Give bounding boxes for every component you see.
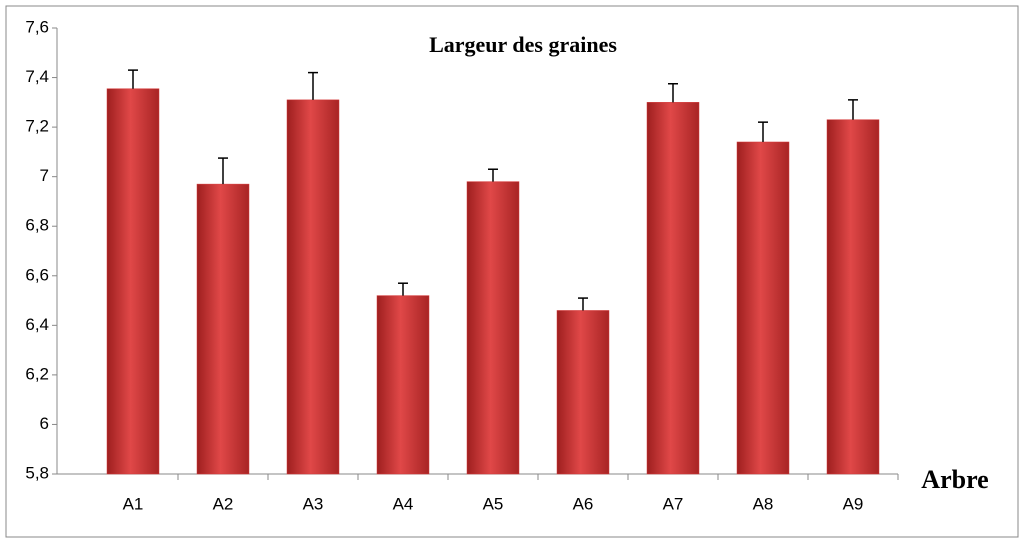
x-tick-label: A3 [303,494,324,513]
y-tick-label: 6,6 [25,265,49,284]
y-tick-label: 6,8 [25,216,49,235]
y-tick-label: 6 [40,414,49,433]
bar [736,141,790,475]
x-tick-label: A8 [753,494,774,513]
y-tick-label: 7 [40,166,49,185]
x-tick-label: A4 [393,494,414,513]
bar [196,183,250,475]
bar [826,119,880,475]
bar [376,295,430,475]
x-tick-label: A1 [123,494,144,513]
bar [286,99,340,475]
x-tick-label: A9 [843,494,864,513]
x-tick-label: A7 [663,494,684,513]
bar [106,88,160,475]
x-tick-label: A5 [483,494,504,513]
bar [466,181,520,475]
chart-title: Largeur des graines [429,32,617,57]
y-tick-label: 6,2 [25,364,49,383]
bar [646,102,700,475]
y-tick-label: 5,8 [25,463,49,482]
x-axis-label: Arbre [921,465,988,494]
y-tick-label: 6,4 [25,315,49,334]
bar [556,310,610,475]
x-tick-label: A6 [573,494,594,513]
x-tick-label: A2 [213,494,234,513]
y-tick-label: 7,6 [25,17,49,36]
y-tick-label: 7,4 [25,67,49,86]
y-tick-label: 7,2 [25,117,49,136]
